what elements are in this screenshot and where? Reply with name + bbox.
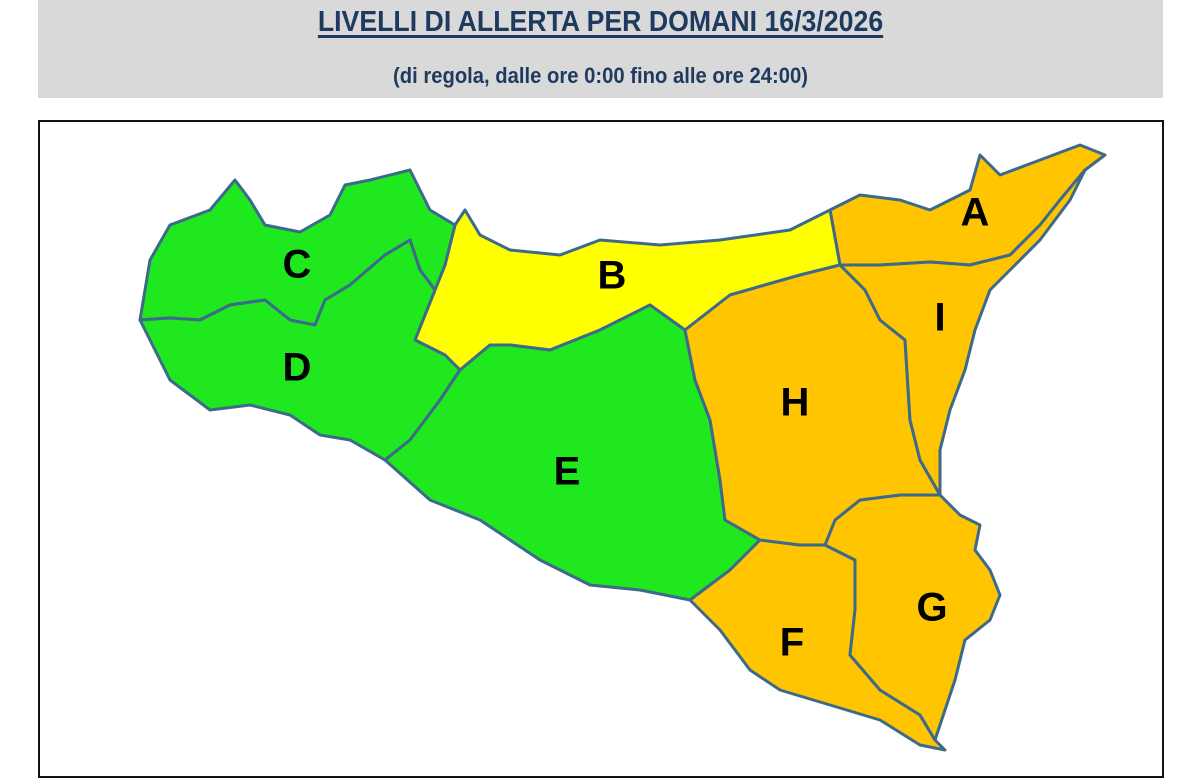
zone-d-label: D bbox=[283, 346, 312, 390]
zone-a-label: A bbox=[961, 191, 990, 235]
map-frame bbox=[38, 120, 1164, 778]
header-banner: LIVELLI DI ALLERTA PER DOMANI 16/3/2026 … bbox=[38, 0, 1163, 98]
zone-f-label: F bbox=[780, 621, 804, 665]
zone-d-area bbox=[138, 238, 462, 462]
zone-g-label: G bbox=[916, 586, 947, 630]
page-title: LIVELLI DI ALLERTA PER DOMANI 16/3/2026 bbox=[317, 6, 884, 38]
zone-i-label: I bbox=[934, 296, 945, 340]
page-subtitle: (di regola, dalle ore 0:00 fino alle ore… bbox=[392, 63, 809, 88]
zone-c-label: C bbox=[283, 243, 312, 287]
zone-h-label: H bbox=[781, 381, 810, 425]
zone-e-label: E bbox=[554, 450, 581, 494]
zone-i-area bbox=[838, 168, 1087, 497]
zone-b-label: B bbox=[598, 254, 627, 298]
